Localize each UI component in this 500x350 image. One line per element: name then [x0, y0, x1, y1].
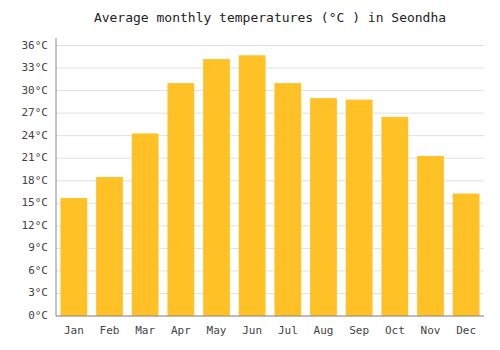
grid-line: [56, 113, 484, 114]
x-tick-label: Jun: [242, 324, 262, 337]
bar: [239, 55, 266, 316]
x-tick-label: Mar: [135, 324, 155, 337]
x-tick-label: Feb: [100, 324, 120, 337]
grid-line: [56, 135, 484, 136]
grid-line: [56, 90, 484, 91]
y-tick-label: 0°C: [28, 309, 48, 322]
title: Average monthly temperatures (°C ) in Se…: [94, 10, 446, 25]
chart: Average monthly temperatures (°C ) in Se…: [0, 0, 500, 350]
bar: [453, 194, 480, 316]
x-tick-label: Sep: [349, 324, 369, 337]
grid-line: [56, 45, 484, 46]
bar: [346, 100, 373, 316]
bar: [310, 98, 337, 316]
bar: [60, 198, 87, 316]
y-tick-label: 27°C: [22, 106, 49, 119]
x-tick-label: Nov: [421, 324, 441, 337]
y-tick-label: 3°C: [28, 286, 48, 299]
bar: [96, 177, 123, 316]
y-tick-label: 21°C: [22, 151, 49, 164]
bars: [60, 55, 479, 316]
x-axis-line: [56, 316, 484, 317]
x-tick-label: May: [207, 324, 227, 337]
y-axis-line: [56, 38, 57, 316]
grid: [56, 46, 484, 316]
bar: [203, 59, 230, 316]
y-tick-label: 30°C: [22, 84, 49, 97]
x-tick-label: Dec: [456, 324, 476, 337]
x-tick-label: Aug: [314, 324, 334, 337]
x-tick-label: Jan: [64, 324, 84, 337]
bar: [381, 117, 408, 316]
x-tick-label: Apr: [171, 324, 191, 337]
x-tick-label: Oct: [385, 324, 405, 337]
grid-line: [56, 316, 484, 317]
y-tick-label: 18°C: [22, 174, 49, 187]
y-tick-label: 24°C: [22, 129, 49, 142]
y-tick-label: 33°C: [22, 61, 49, 74]
y-tick-label: 6°C: [28, 264, 48, 277]
x-tick-label: Jul: [278, 324, 298, 337]
y-tick-label: 36°C: [22, 39, 49, 52]
bar: [417, 156, 444, 316]
y-tick-label: 15°C: [22, 196, 49, 209]
bar: [167, 83, 194, 316]
y-tick-label: 12°C: [22, 219, 49, 232]
y-tick-label: 9°C: [28, 241, 48, 254]
bar: [132, 133, 159, 316]
grid-line: [56, 68, 484, 69]
bar: [274, 83, 301, 316]
